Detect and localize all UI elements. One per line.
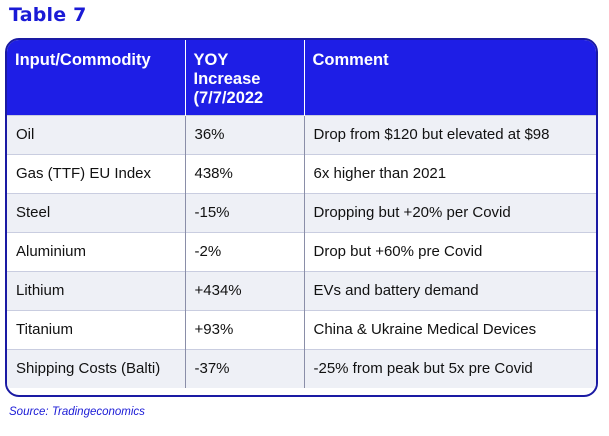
table-title: Table 7	[9, 4, 87, 26]
cell-yoy: -37%	[185, 348, 305, 388]
header-input-commodity: Input/Commodity	[7, 40, 186, 115]
table-row: Shipping Costs (Balti) -37% -25% from pe…	[7, 348, 596, 388]
cell-comment: Dropping but +20% per Covid	[304, 192, 596, 232]
cell-yoy: -15%	[185, 192, 305, 232]
cell-comment: China & Ukraine Medical Devices	[304, 309, 596, 349]
commodity-table: Input/Commodity YOY Increase (7/7/2022 C…	[7, 40, 596, 388]
table-row: Oil 36% Drop from $120 but elevated at $…	[7, 114, 596, 154]
cell-comment: EVs and battery demand	[304, 270, 596, 310]
table-row: Steel -15% Dropping but +20% per Covid	[7, 192, 596, 232]
cell-commodity: Titanium	[7, 309, 186, 349]
cell-yoy: +93%	[185, 309, 305, 349]
cell-commodity: Gas (TTF) EU Index	[7, 153, 186, 193]
table-row: Titanium +93% China & Ukraine Medical De…	[7, 309, 596, 349]
cell-comment: 6x higher than 2021	[304, 153, 596, 193]
header-comment: Comment	[304, 40, 596, 115]
cell-comment: Drop but +60% pre Covid	[304, 231, 596, 271]
table-row: Gas (TTF) EU Index 438% 6x higher than 2…	[7, 153, 596, 193]
cell-yoy: +434%	[185, 270, 305, 310]
cell-comment: -25% from peak but 5x pre Covid	[304, 348, 596, 388]
cell-commodity: Aluminium	[7, 231, 186, 271]
cell-yoy: 36%	[185, 114, 305, 154]
cell-yoy: -2%	[185, 231, 305, 271]
cell-commodity: Lithium	[7, 270, 186, 310]
cell-commodity: Oil	[7, 114, 186, 154]
cell-comment: Drop from $120 but elevated at $98	[304, 114, 596, 154]
table-row: Aluminium -2% Drop but +60% pre Covid	[7, 231, 596, 271]
table-row: Lithium +434% EVs and battery demand	[7, 270, 596, 310]
source-note: Source: Tradingeconomics	[9, 406, 145, 418]
cell-commodity: Steel	[7, 192, 186, 232]
commodity-table-frame: Input/Commodity YOY Increase (7/7/2022 C…	[5, 38, 598, 397]
cell-yoy: 438%	[185, 153, 305, 193]
header-yoy-increase: YOY Increase (7/7/2022	[185, 40, 305, 115]
table-header-row: Input/Commodity YOY Increase (7/7/2022 C…	[7, 40, 596, 115]
cell-commodity: Shipping Costs (Balti)	[7, 348, 186, 388]
